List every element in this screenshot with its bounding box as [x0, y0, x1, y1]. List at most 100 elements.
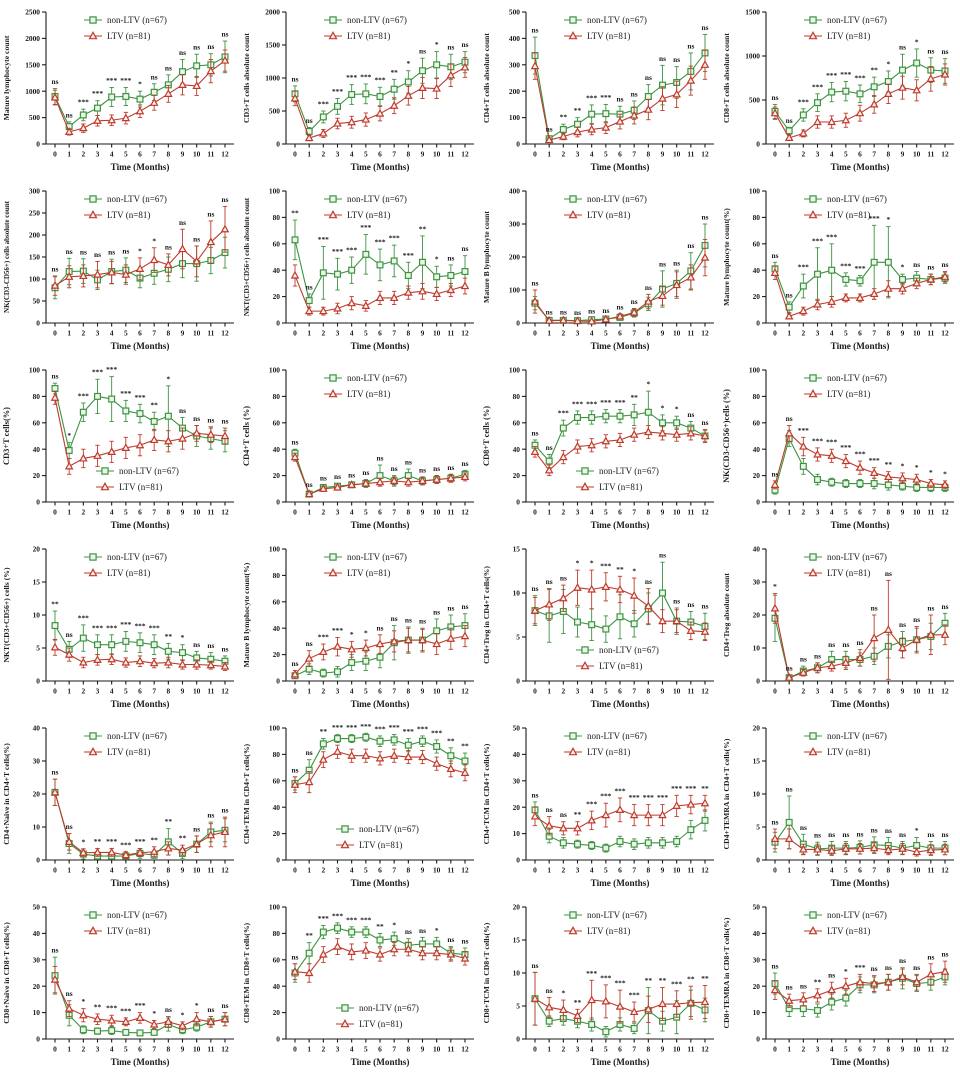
- svg-text:9: 9: [901, 1045, 905, 1054]
- svg-text:ns: ns: [222, 1001, 229, 1010]
- svg-text:ns: ns: [222, 417, 229, 426]
- svg-text:ns: ns: [899, 43, 906, 52]
- svg-text:3: 3: [96, 150, 100, 159]
- svg-text:3: 3: [336, 1045, 340, 1054]
- svg-text:2: 2: [561, 687, 565, 696]
- legend-square-marker: [329, 374, 337, 382]
- y-axis-title: CD4+TCM in CD4+T cells(%): [482, 743, 491, 844]
- svg-text:6: 6: [618, 150, 622, 159]
- legend-label: LTV (n=81): [827, 389, 870, 399]
- legend-square-marker: [569, 195, 577, 203]
- legend: non-LTV (n=67) LTV (n=81): [564, 731, 647, 757]
- svg-text:ns: ns: [405, 458, 412, 467]
- svg-text:12: 12: [701, 150, 709, 159]
- svg-text:10: 10: [433, 329, 441, 338]
- svg-text:100: 100: [29, 366, 40, 375]
- legend: non-LTV (n=67) LTV (n=81): [336, 824, 419, 850]
- svg-text:**: **: [630, 393, 638, 402]
- svg-text:80: 80: [513, 392, 521, 401]
- svg-text:ns: ns: [687, 410, 694, 419]
- svg-text:6: 6: [138, 687, 142, 696]
- svg-text:ns: ns: [899, 956, 906, 965]
- legend-label: non-LTV (n=67): [587, 15, 647, 25]
- square-markers: [771, 614, 949, 682]
- svg-text:**: **: [574, 106, 582, 115]
- svg-text:7: 7: [872, 1045, 876, 1054]
- svg-text:2: 2: [321, 508, 325, 517]
- svg-text:10: 10: [193, 508, 201, 517]
- svg-text:60: 60: [273, 418, 281, 427]
- svg-text:0: 0: [53, 1045, 57, 1054]
- svg-text:ns: ns: [462, 602, 469, 611]
- svg-text:ns: ns: [348, 471, 355, 480]
- svg-text:7: 7: [632, 687, 636, 696]
- svg-text:20: 20: [273, 292, 281, 301]
- legend-label: non-LTV (n=67): [827, 373, 887, 383]
- svg-text:80: 80: [273, 750, 281, 759]
- svg-text:ns: ns: [108, 248, 115, 257]
- svg-text:11: 11: [447, 1045, 454, 1054]
- y-axis-title: NKT(CD3+CD56+) cells absolute count: [243, 197, 251, 316]
- svg-text:ns: ns: [306, 639, 313, 648]
- svg-text:ns: ns: [659, 54, 666, 63]
- svg-text:*: *: [675, 405, 679, 414]
- svg-text:***: ***: [431, 728, 442, 737]
- svg-text:ns: ns: [306, 748, 313, 757]
- axes: [42, 11, 234, 148]
- svg-text:5: 5: [604, 508, 608, 517]
- svg-text:ns: ns: [828, 830, 835, 839]
- svg-text:***: ***: [346, 915, 357, 924]
- svg-text:*: *: [138, 246, 142, 255]
- legend: non-LTV (n=67) LTV (n=81): [804, 731, 887, 757]
- svg-text:8: 8: [406, 866, 410, 875]
- svg-text:***: ***: [106, 365, 117, 374]
- svg-text:20: 20: [513, 471, 521, 480]
- svg-text:6: 6: [138, 508, 142, 517]
- svg-text:5: 5: [604, 687, 608, 696]
- series-ltv: [50, 205, 230, 296]
- error-bars: [52, 390, 228, 475]
- svg-text:7: 7: [632, 150, 636, 159]
- svg-text:ns: ns: [193, 235, 200, 244]
- svg-text:0: 0: [36, 856, 40, 865]
- svg-text:500: 500: [29, 113, 40, 122]
- svg-text:9: 9: [901, 687, 905, 696]
- svg-text:1: 1: [307, 866, 311, 875]
- svg-text:1: 1: [547, 508, 551, 517]
- svg-text:ns: ns: [942, 602, 949, 611]
- svg-text:4: 4: [110, 1045, 114, 1054]
- chart-panel-20: 0 5 10 15 20 0 1 2 3 4 5 6 7 8 9 10 11 12 Time (Months) CD4…: [720, 718, 960, 897]
- svg-text:***: ***: [826, 71, 837, 80]
- series-ltv: [530, 971, 710, 1026]
- svg-text:2: 2: [321, 150, 325, 159]
- error-bars: [772, 579, 948, 681]
- svg-text:30: 30: [33, 757, 41, 766]
- svg-text:11: 11: [447, 329, 454, 338]
- legend-triangle-marker: [328, 31, 338, 40]
- svg-text:20: 20: [753, 471, 761, 480]
- svg-text:200: 200: [29, 231, 40, 240]
- svg-text:***: ***: [332, 911, 343, 920]
- svg-text:***: ***: [629, 991, 640, 1000]
- svg-text:ns: ns: [885, 826, 892, 835]
- svg-text:7: 7: [872, 150, 876, 159]
- svg-text:150: 150: [29, 253, 40, 262]
- svg-text:3: 3: [576, 150, 580, 159]
- svg-text:*: *: [661, 403, 665, 412]
- svg-text:40: 40: [33, 724, 41, 733]
- svg-text:ns: ns: [546, 125, 553, 134]
- svg-text:ns: ns: [702, 602, 709, 611]
